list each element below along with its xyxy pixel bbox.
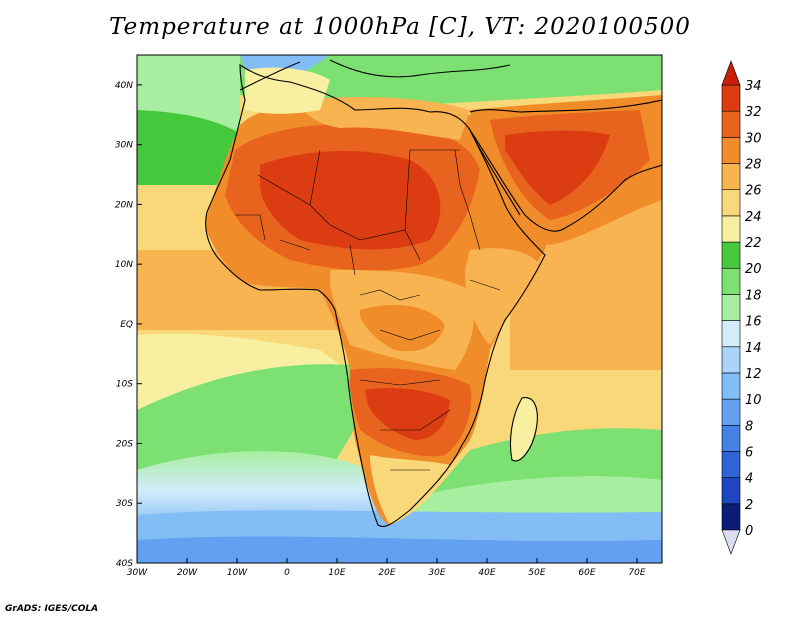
- colorbar-swatch: [721, 294, 741, 321]
- madagascar-coast: [509, 397, 538, 462]
- colorbar-label: 0: [745, 524, 753, 539]
- country-borders: [235, 149, 501, 471]
- congo-basin: [360, 305, 445, 352]
- colorbar-label: 24: [745, 210, 762, 225]
- x-tick-label: 30E: [428, 568, 445, 578]
- x-tick-label: 40E: [478, 568, 495, 578]
- north-africa-mild: [300, 97, 470, 140]
- colorbar-label: 18: [745, 288, 762, 303]
- colorbar-label: 8: [745, 419, 753, 434]
- colorbar-label: 34: [745, 79, 762, 94]
- y-tick-label: 40N: [115, 81, 133, 91]
- colorbar-label: 6: [745, 445, 753, 460]
- colorbar-swatch: [721, 503, 741, 531]
- colorbar-swatch: [721, 320, 741, 348]
- colorbar-label: 30: [745, 131, 762, 146]
- colorbar-over-arrow: [721, 60, 741, 86]
- colorbar-swatch: [721, 241, 741, 269]
- x-tick-label: 30W: [127, 568, 148, 578]
- colorbar-swatch: [721, 424, 741, 452]
- colorbar-label: 16: [745, 315, 762, 330]
- x-tick-label: 20E: [378, 568, 395, 578]
- x-tick-label: 0: [284, 568, 290, 578]
- x-tick-label: 10W: [227, 568, 248, 578]
- europe-coast: [239, 59, 511, 91]
- x-tick-label: 10E: [328, 568, 345, 578]
- colorbar-swatch: [721, 451, 741, 478]
- colorbar-swatch: [721, 267, 741, 295]
- colorbar-label: 4: [745, 472, 753, 487]
- colorbar-label: 10: [745, 393, 762, 408]
- colorbar-under-arrow: [721, 529, 741, 555]
- credit-text: GrADS: IGES/COLA: [5, 604, 99, 614]
- colorbar-label: 14: [745, 341, 762, 356]
- colorbar-label: 20: [745, 262, 762, 277]
- maghreb-cool: [245, 67, 330, 114]
- colorbar-label: 26: [745, 184, 762, 199]
- y-tick-label: 10S: [116, 380, 133, 390]
- colorbar-label: 12: [745, 367, 762, 382]
- y-tick-label: 30S: [116, 499, 133, 509]
- atlantic-green: [137, 364, 360, 480]
- colorbar-swatch: [721, 215, 741, 243]
- colorbar-swatch: [721, 110, 741, 138]
- y-tick-label: 10N: [115, 260, 133, 270]
- southern-africa-core: [365, 388, 450, 440]
- colorbar-swatch: [721, 346, 741, 374]
- chart-title: Temperature at 1000hPa [C], VT: 20201005…: [109, 14, 691, 40]
- x-axis-ticks: 30W 20W 10W 0 10E 20E 30E 40E 50E 60E 70E: [127, 558, 646, 578]
- y-axis-ticks: 40N 30N 20N 10N EQ 10S 20S 30S 40S: [115, 81, 142, 569]
- colorbar-label: 22: [745, 236, 762, 251]
- colorbar-label: 28: [745, 158, 762, 173]
- africa-coastline: [205, 63, 546, 528]
- colorbar-label: 32: [745, 105, 762, 120]
- mediterranean: [240, 55, 662, 106]
- east-africa: [465, 248, 540, 345]
- x-tick-label: 50E: [528, 568, 545, 578]
- arabia-core: [505, 130, 610, 205]
- x-tick-label: 20W: [177, 568, 198, 578]
- y-tick-label: 40S: [116, 559, 133, 569]
- red-sea: [469, 129, 521, 216]
- sahara-core: [260, 150, 441, 250]
- coastlines: [205, 59, 662, 528]
- y-tick-label: 20S: [116, 439, 133, 449]
- colorbar-swatch: [721, 163, 741, 191]
- map-frame: [136, 54, 663, 564]
- colorbar-swatch: [721, 137, 741, 164]
- colorbar-label: 2: [745, 498, 753, 513]
- south-africa-cool: [370, 455, 450, 525]
- x-tick-label: 70E: [628, 568, 645, 578]
- x-tick-label: 60E: [578, 568, 595, 578]
- y-tick-label: 30N: [115, 141, 133, 151]
- y-tick-label: 20N: [115, 200, 133, 210]
- southern-deep-blue: [137, 536, 662, 563]
- colorbar-swatch: [721, 477, 741, 505]
- colorbar-swatch: [721, 372, 741, 400]
- y-tick-label: EQ: [120, 320, 133, 330]
- arabia-coastline: [469, 99, 662, 232]
- north-atlantic-band: [137, 110, 250, 185]
- map-field: [137, 55, 662, 563]
- colorbar-swatch: [721, 398, 741, 426]
- colorbar-swatch: [721, 189, 741, 217]
- colorbar-swatch: [721, 84, 741, 112]
